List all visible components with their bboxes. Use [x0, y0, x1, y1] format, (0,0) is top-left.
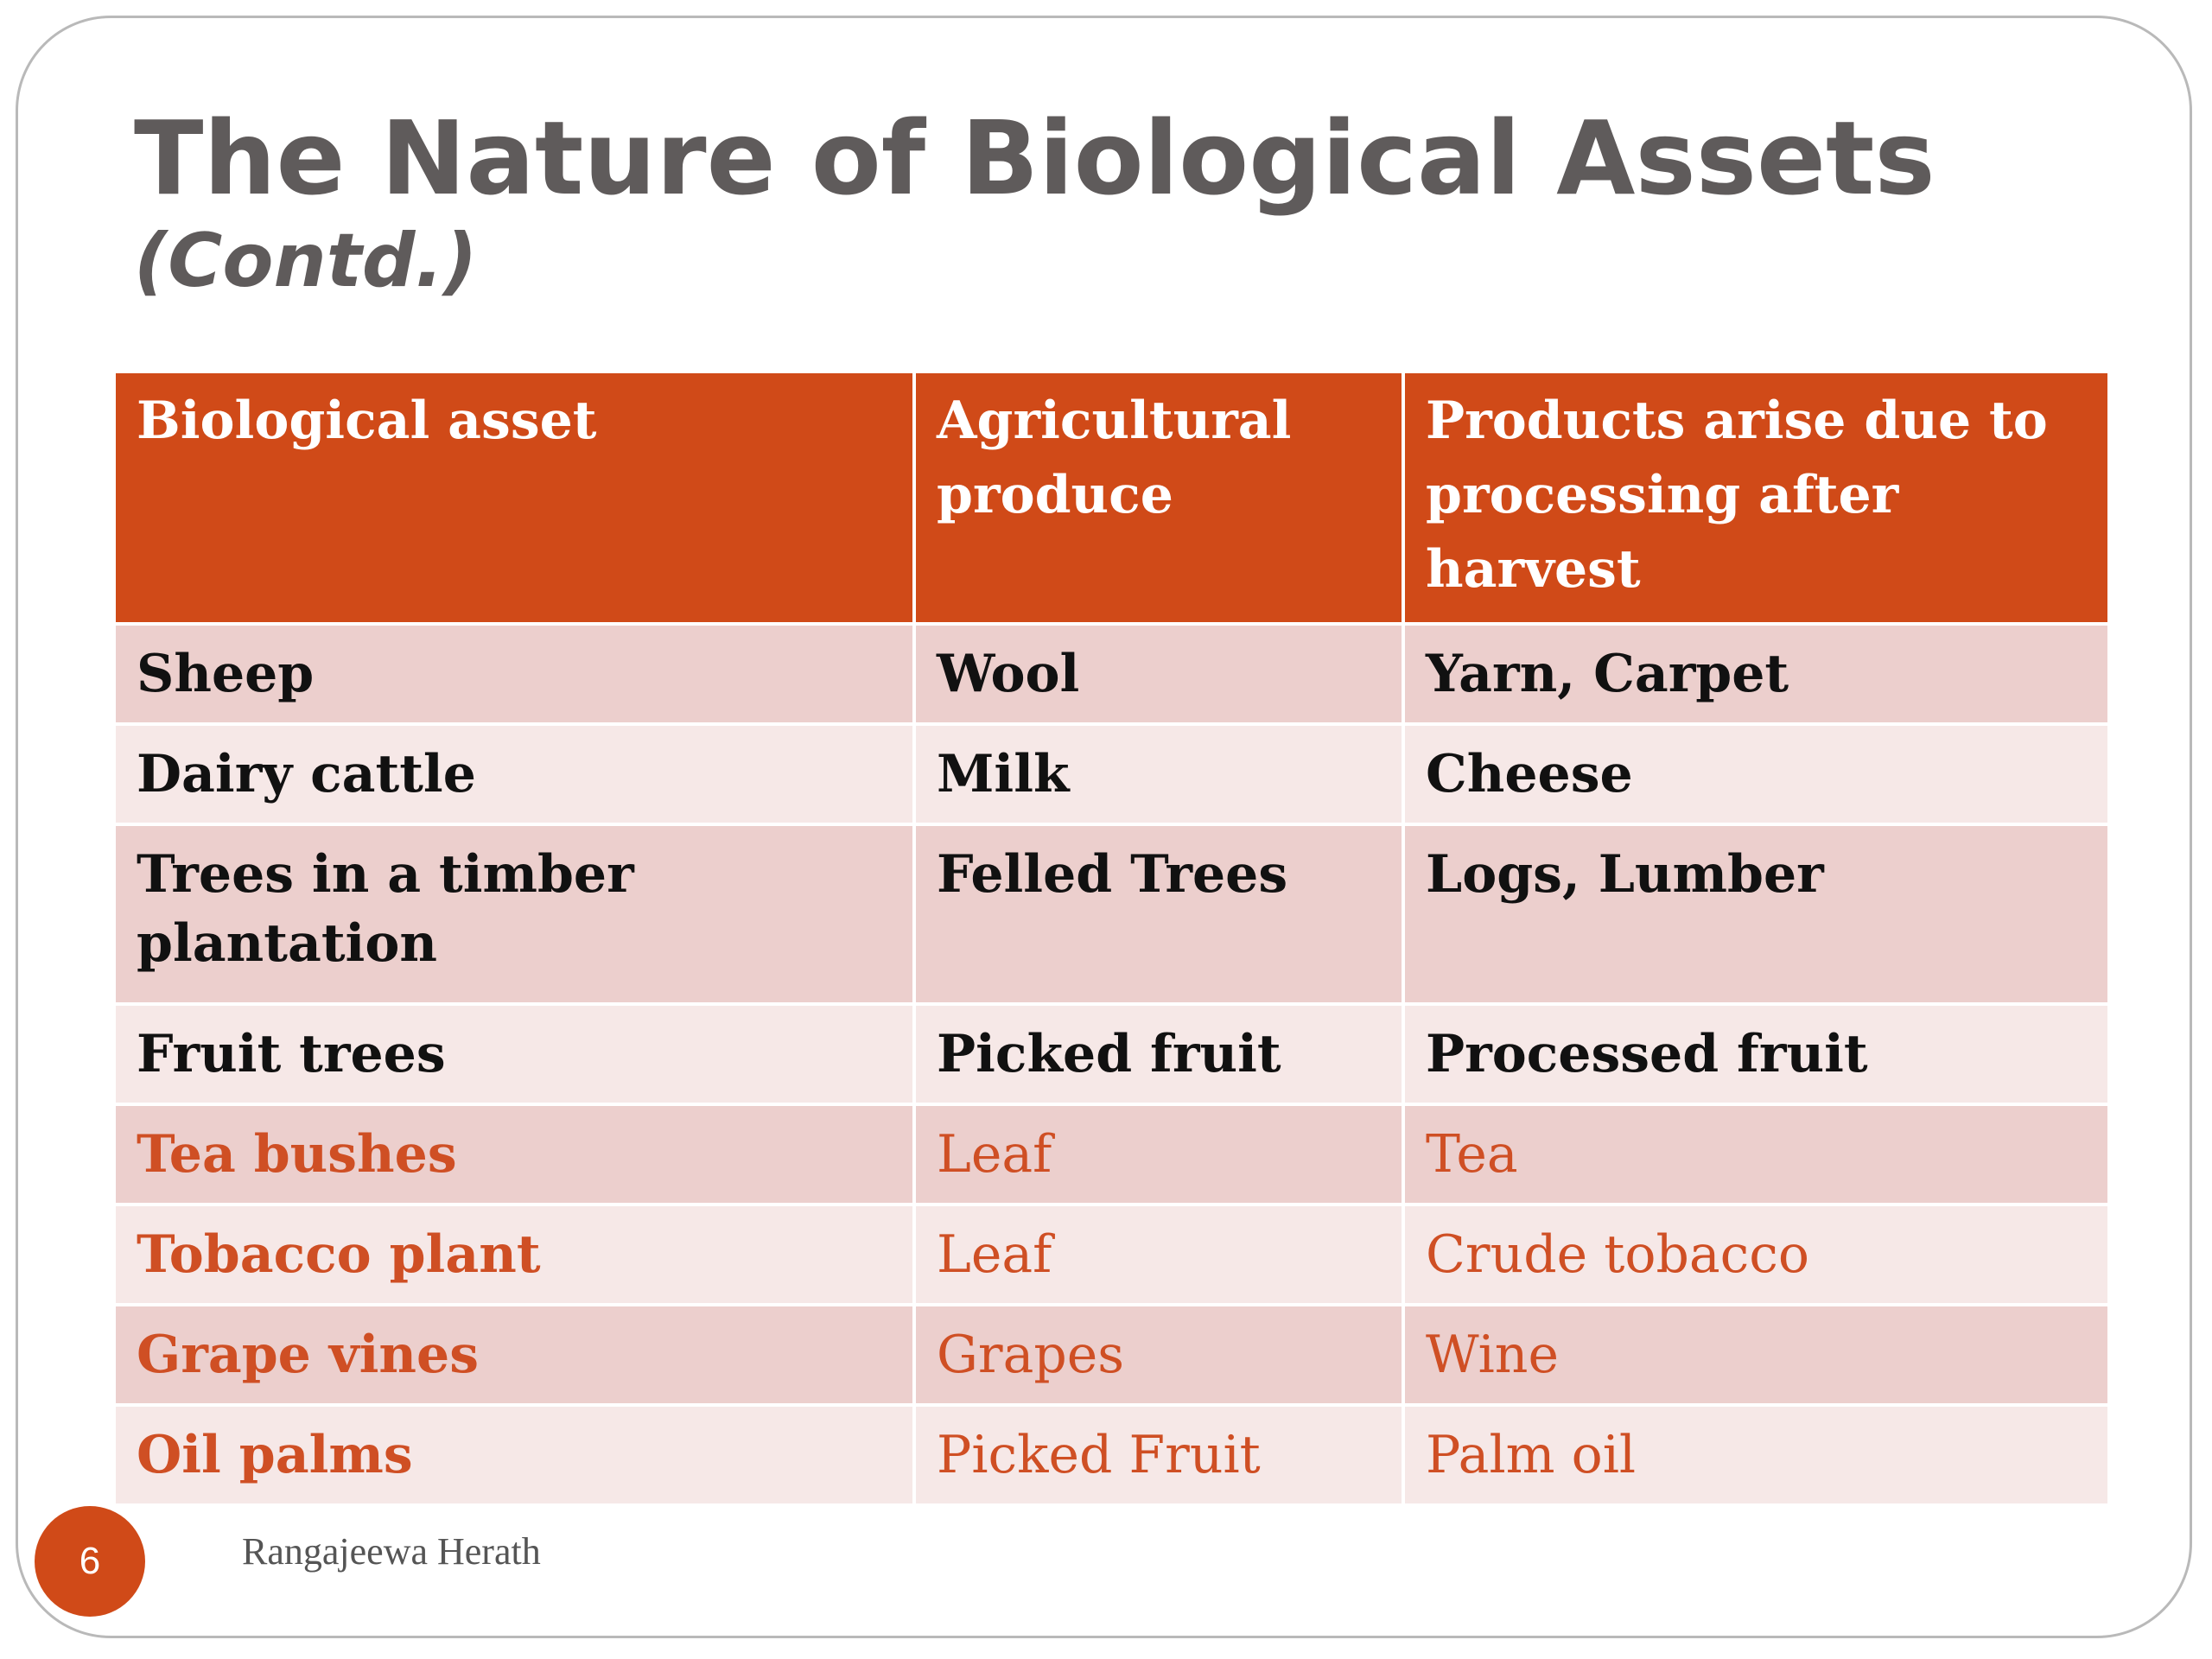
header-biological-asset: Biological asset — [116, 373, 912, 622]
header-agricultural-produce: Agricultural produce — [916, 373, 1402, 622]
cell-agricultural-produce: Milk — [916, 726, 1402, 823]
table-row: Sheep Wool Yarn, Carpet — [116, 626, 2107, 722]
table-row: Fruit trees Picked fruit Processed fruit — [116, 1006, 2107, 1103]
table-header-row: Biological asset Agricultural produce Pr… — [116, 373, 2107, 622]
cell-processed-product: Tea — [1405, 1106, 2107, 1203]
cell-processed-product: Processed fruit — [1405, 1006, 2107, 1103]
cell-biological-asset: Tea bushes — [116, 1106, 912, 1203]
cell-processed-product: Wine — [1405, 1306, 2107, 1403]
table-row: Tea bushes Leaf Tea — [116, 1106, 2107, 1203]
slide-title: The Nature of Biological Assets — [134, 99, 1936, 218]
cell-agricultural-produce: Felled Trees — [916, 826, 1402, 1002]
page-number-badge: 6 — [35, 1506, 145, 1617]
cell-agricultural-produce: Picked Fruit — [916, 1407, 1402, 1503]
cell-biological-asset: Trees in a timber plantation — [116, 826, 912, 1002]
header-processed-products: Products arise due to processing after h… — [1405, 373, 2107, 622]
cell-biological-asset: Tobacco plant — [116, 1206, 912, 1303]
cell-processed-product: Palm oil — [1405, 1407, 2107, 1503]
cell-biological-asset: Oil palms — [116, 1407, 912, 1503]
cell-agricultural-produce: Picked fruit — [916, 1006, 1402, 1103]
cell-agricultural-produce: Leaf — [916, 1106, 1402, 1203]
cell-biological-asset: Fruit trees — [116, 1006, 912, 1103]
cell-biological-asset: Dairy cattle — [116, 726, 912, 823]
cell-agricultural-produce: Grapes — [916, 1306, 1402, 1403]
cell-agricultural-produce: Leaf — [916, 1206, 1402, 1303]
slide-subtitle: (Contd.) — [134, 218, 478, 304]
table-row: Grape vines Grapes Wine — [116, 1306, 2107, 1403]
footer-author: Rangajeewa Herath — [242, 1530, 541, 1573]
table-row: Tobacco plant Leaf Crude tobacco — [116, 1206, 2107, 1303]
table-row: Trees in a timber plantation Felled Tree… — [116, 826, 2107, 1002]
biological-assets-table: Biological asset Agricultural produce Pr… — [112, 370, 2111, 1507]
cell-processed-product: Logs, Lumber — [1405, 826, 2107, 1002]
cell-agricultural-produce: Wool — [916, 626, 1402, 722]
cell-processed-product: Cheese — [1405, 726, 2107, 823]
table-row: Dairy cattle Milk Cheese — [116, 726, 2107, 823]
table-row: Oil palms Picked Fruit Palm oil — [116, 1407, 2107, 1503]
cell-biological-asset: Sheep — [116, 626, 912, 722]
cell-processed-product: Crude tobacco — [1405, 1206, 2107, 1303]
cell-biological-asset: Grape vines — [116, 1306, 912, 1403]
cell-processed-product: Yarn, Carpet — [1405, 626, 2107, 722]
